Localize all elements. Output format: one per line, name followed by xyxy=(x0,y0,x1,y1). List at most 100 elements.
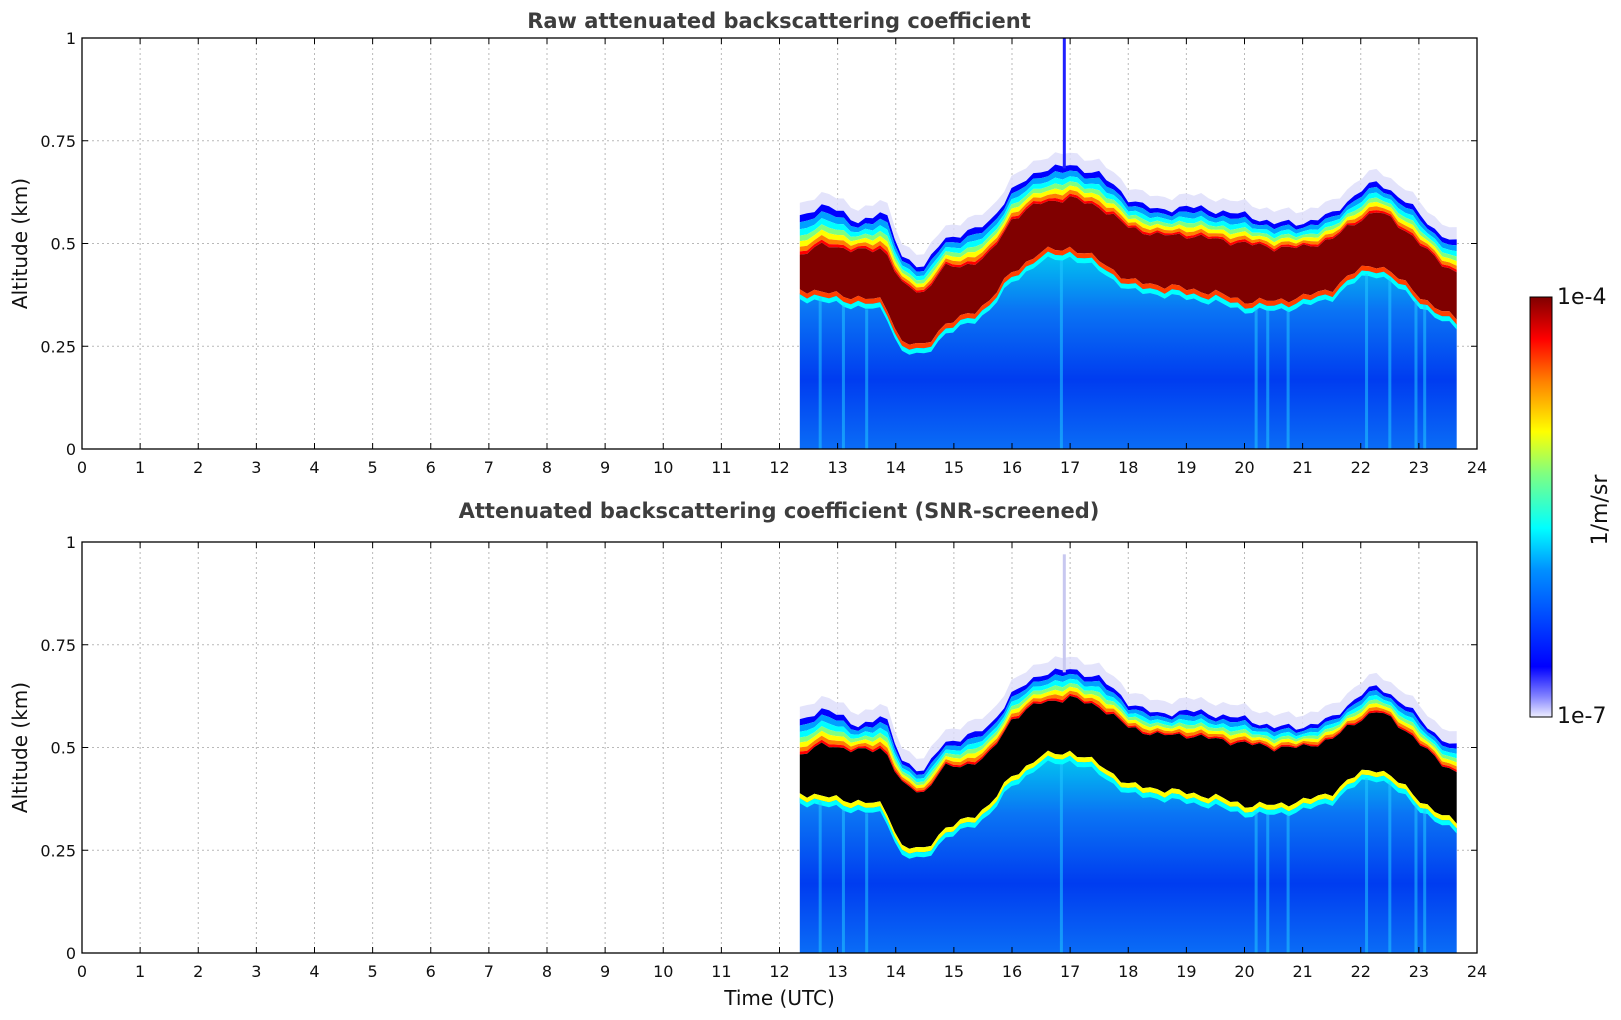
x-tick-label: 0 xyxy=(77,458,87,477)
x-tick-label: 16 xyxy=(1002,458,1022,477)
signal-streak xyxy=(841,809,845,953)
signal-streak xyxy=(1266,309,1270,449)
y-tick-label: 0.25 xyxy=(40,337,76,356)
x-tick-label: 16 xyxy=(1002,962,1022,981)
axis-ticks: 0 1 2 3 4 5 6 7 8 9 10 11 12 13 14 15 16 17 18 19 20 21 22 23 24… xyxy=(40,29,1487,477)
x-tick-label: 8 xyxy=(542,962,552,981)
signal-spike xyxy=(1062,554,1066,673)
signal-streak xyxy=(1365,778,1369,953)
signal-streak xyxy=(818,801,822,953)
raw-backscatter-panel: Raw attenuated backscattering coefficien… xyxy=(8,9,1487,477)
y-tick-label: 1 xyxy=(66,29,76,48)
x-tick-label: 9 xyxy=(600,962,610,981)
x-tick-label: 7 xyxy=(484,962,494,981)
x-tick-label: 9 xyxy=(600,458,610,477)
colorbar-min-label: 1e-7 xyxy=(1557,704,1606,729)
signal-streak xyxy=(1423,808,1427,953)
signal-streak xyxy=(865,813,869,953)
gradient-band xyxy=(799,164,1457,272)
x-tick-label: 8 xyxy=(542,458,552,477)
x-tick-label: 20 xyxy=(1234,962,1254,981)
x-tick-label: 10 xyxy=(653,458,673,477)
x-tick-label: 6 xyxy=(426,962,436,981)
signal-streak xyxy=(1423,304,1427,449)
x-tick-label: 5 xyxy=(368,962,378,981)
x-tick-label: 13 xyxy=(827,458,847,477)
y-tick-label: 0.5 xyxy=(51,235,76,254)
signal-spike xyxy=(1062,38,1066,169)
signal-streak xyxy=(865,309,869,449)
x-tick-label: 22 xyxy=(1351,458,1371,477)
x-tick-label: 2 xyxy=(193,458,203,477)
layer-core-band xyxy=(799,695,1457,849)
signal-streak xyxy=(818,297,822,449)
signal-streak xyxy=(1388,781,1392,953)
x-tick-label: 17 xyxy=(1060,458,1080,477)
signal-streak xyxy=(1059,764,1063,953)
x-tick-label: 14 xyxy=(886,458,906,477)
x-tick-label: 1 xyxy=(135,458,145,477)
x-tick-label: 17 xyxy=(1060,962,1080,981)
x-tick-label: 23 xyxy=(1409,458,1429,477)
colorbar: 1e-4 1e-7 1/m/sr xyxy=(1529,285,1613,729)
x-tick-label: 23 xyxy=(1409,962,1429,981)
lower-layer-band xyxy=(799,250,1457,449)
y-tick-label: 1 xyxy=(66,533,76,552)
x-tick-label: 15 xyxy=(944,458,964,477)
y-tick-label: 0.75 xyxy=(40,132,76,151)
x-tick-label: 22 xyxy=(1351,962,1371,981)
x-tick-label: 6 xyxy=(426,458,436,477)
x-tick-label: 21 xyxy=(1292,962,1312,981)
snr-screened-backscatter-panel: Attenuated backscattering coefficient (S… xyxy=(8,499,1487,1010)
signal-streak xyxy=(1266,813,1270,953)
colorbar-max-label: 1e-4 xyxy=(1557,285,1606,310)
y-axis-label: Altitude (km) xyxy=(8,178,32,309)
colorbar-gradient xyxy=(1529,296,1553,718)
gradient-band xyxy=(799,668,1457,775)
axis-ticks: 0 1 2 3 4 5 6 7 8 9 10 11 12 13 14 15 16 17 18 19 20 21 22 23 24… xyxy=(40,533,1487,981)
y-tick-label: 0.75 xyxy=(40,636,76,655)
signal-streak xyxy=(1286,814,1290,953)
y-tick-label: 0.5 xyxy=(51,739,76,758)
layer-core-band xyxy=(799,196,1457,345)
signal-streak xyxy=(1414,804,1418,953)
lower-layer-band xyxy=(799,754,1457,953)
signal-streak xyxy=(1414,300,1418,449)
x-tick-label: 13 xyxy=(827,962,847,981)
signal-streak xyxy=(1286,310,1290,449)
x-tick-label: 5 xyxy=(368,458,378,477)
chart-title: Raw attenuated backscattering coefficien… xyxy=(527,9,1031,33)
x-tick-label: 3 xyxy=(251,962,261,981)
x-axis-label: Time (UTC) xyxy=(723,986,835,1010)
x-tick-label: 12 xyxy=(769,962,789,981)
x-tick-label: 18 xyxy=(1118,458,1138,477)
y-tick-label: 0.25 xyxy=(40,841,76,860)
backscatter-heatmap xyxy=(799,38,1457,449)
x-tick-label: 24 xyxy=(1467,458,1487,477)
x-tick-label: 14 xyxy=(886,962,906,981)
x-tick-label: 12 xyxy=(769,458,789,477)
x-tick-label: 19 xyxy=(1176,458,1196,477)
chart-title: Attenuated backscattering coefficient (S… xyxy=(459,499,1100,523)
x-tick-label: 1 xyxy=(135,962,145,981)
signal-streak xyxy=(1388,277,1392,449)
signal-streak xyxy=(1059,260,1063,449)
signal-streak xyxy=(841,305,845,449)
backscatter-heatmap xyxy=(799,554,1457,953)
x-tick-label: 2 xyxy=(193,962,203,981)
x-tick-label: 10 xyxy=(653,962,673,981)
x-tick-label: 4 xyxy=(309,962,319,981)
x-tick-label: 24 xyxy=(1467,962,1487,981)
x-tick-label: 20 xyxy=(1234,458,1254,477)
x-tick-label: 15 xyxy=(944,962,964,981)
y-axis-label: Altitude (km) xyxy=(8,682,32,813)
x-tick-label: 0 xyxy=(77,962,87,981)
signal-streak xyxy=(1365,274,1369,449)
x-tick-label: 4 xyxy=(309,458,319,477)
signal-streak xyxy=(1254,811,1258,953)
x-tick-label: 3 xyxy=(251,458,261,477)
x-tick-label: 11 xyxy=(711,962,731,981)
y-tick-label: 0 xyxy=(66,944,76,963)
halo-band xyxy=(799,152,1457,268)
